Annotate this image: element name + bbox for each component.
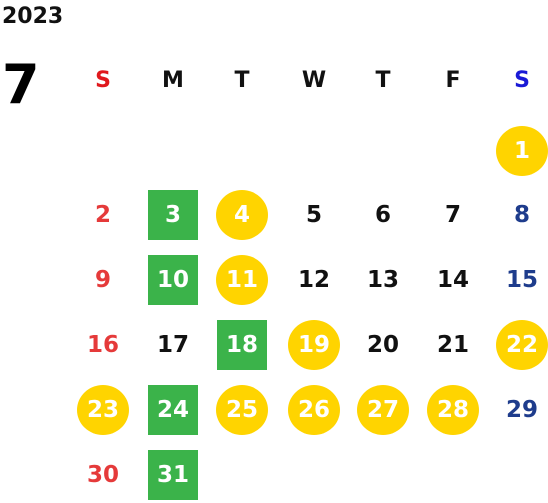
day-5[interactable]: 5: [305, 202, 322, 228]
weekday-header-thursday: T: [375, 68, 391, 93]
day-18[interactable]: 18: [217, 320, 267, 370]
day-16[interactable]: 16: [86, 332, 119, 358]
day-15[interactable]: 15: [505, 267, 538, 293]
day-14[interactable]: 14: [436, 267, 469, 293]
day-29[interactable]: 29: [505, 397, 538, 423]
weekday-header-monday: M: [162, 68, 184, 93]
day-13[interactable]: 13: [366, 267, 399, 293]
day-26[interactable]: 26: [288, 385, 340, 435]
day-21[interactable]: 21: [436, 332, 469, 358]
calendar-year: 2023: [2, 4, 64, 29]
weekday-header-wednesday: W: [301, 68, 327, 93]
weekday-header-sunday: S: [95, 68, 111, 93]
day-19[interactable]: 19: [288, 320, 340, 370]
day-23[interactable]: 23: [77, 385, 129, 435]
day-30[interactable]: 30: [86, 462, 119, 488]
weekday-header-saturday: S: [514, 68, 530, 93]
day-12[interactable]: 12: [297, 267, 330, 293]
day-31[interactable]: 31: [148, 450, 198, 500]
day-27[interactable]: 27: [357, 385, 409, 435]
day-1[interactable]: 1: [496, 126, 548, 176]
day-2[interactable]: 2: [94, 202, 111, 228]
day-20[interactable]: 20: [366, 332, 399, 358]
day-17[interactable]: 17: [156, 332, 189, 358]
day-28[interactable]: 28: [427, 385, 479, 435]
day-22[interactable]: 22: [496, 320, 548, 370]
day-3[interactable]: 3: [148, 190, 198, 240]
day-11[interactable]: 11: [216, 255, 268, 305]
day-4[interactable]: 4: [216, 190, 268, 240]
calendar-month: 7: [2, 53, 40, 116]
weekday-header-friday: F: [445, 68, 461, 93]
day-9[interactable]: 9: [94, 267, 111, 293]
day-25[interactable]: 25: [216, 385, 268, 435]
day-24[interactable]: 24: [148, 385, 198, 435]
weekday-header-tuesday: T: [234, 68, 250, 93]
day-10[interactable]: 10: [148, 255, 198, 305]
day-8[interactable]: 8: [513, 202, 530, 228]
day-7[interactable]: 7: [444, 202, 461, 228]
day-6[interactable]: 6: [374, 202, 391, 228]
